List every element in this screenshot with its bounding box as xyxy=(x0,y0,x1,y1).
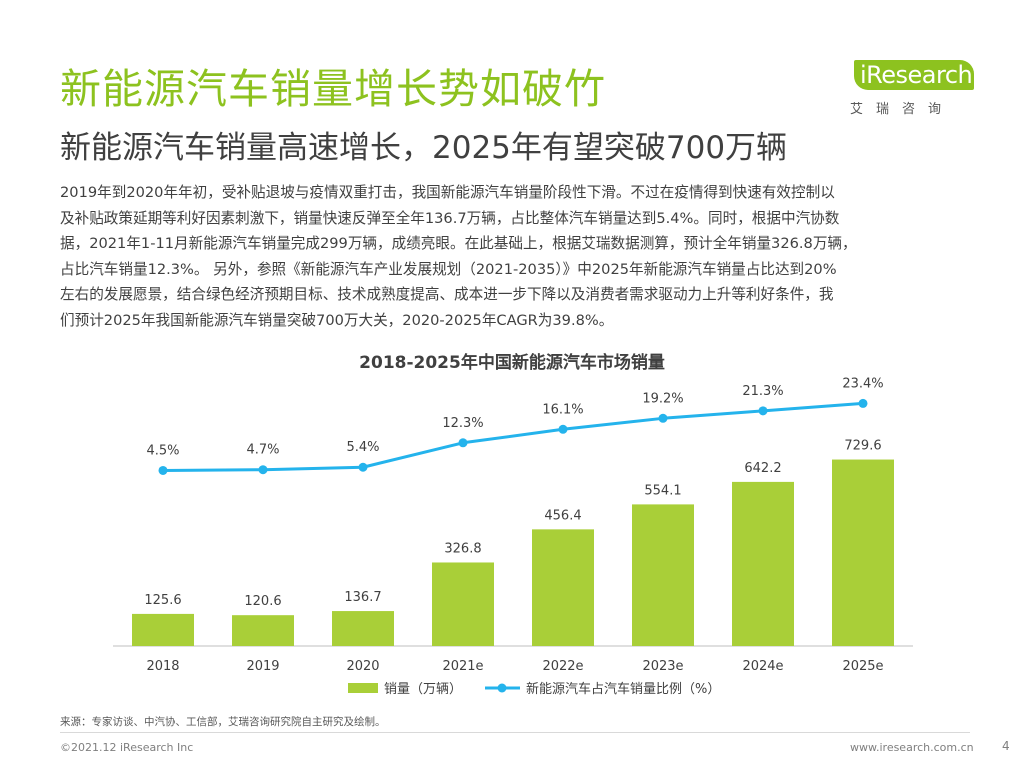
intro-line: 左右的发展愿景，结合绿色经济预期目标、技术成熟度提高、成本进一步下降以及消费者需… xyxy=(60,286,834,303)
x-tick-label: 2024e xyxy=(742,659,783,674)
intro-line: 据，2021年1-11月新能源汽车销量完成299万辆，成绩亮眼。在此基础上，根据… xyxy=(60,235,857,252)
legend-line-label: 新能源汽车占汽车销量比例（%） xyxy=(526,681,720,697)
website-url: www.iresearch.com.cn xyxy=(850,741,974,754)
ratio-value-label: 21.3% xyxy=(742,384,783,399)
intro-line: 们预计2025年我国新能源汽车销量突破700万大关，2020-2025年CAGR… xyxy=(60,311,614,329)
bar-value-label: 554.1 xyxy=(644,483,681,498)
logo-cn-name: 艾瑞咨询 xyxy=(850,102,955,117)
bar xyxy=(132,613,194,646)
source-note: 来源：专家访谈、中汽协、工信部，艾瑞咨询研究院自主研究及绘制。 xyxy=(60,716,386,728)
bar-value-label: 120.6 xyxy=(244,594,281,609)
x-tick-label: 2022e xyxy=(542,659,583,674)
x-tick-label: 2019 xyxy=(246,659,279,674)
x-tick-label: 2018 xyxy=(146,659,179,674)
intro-line: 2019年到2020年年初，受补贴退坡与疫情双重打击，我国新能源汽车销量阶段性下… xyxy=(60,184,835,201)
page-number: 4 xyxy=(1002,739,1010,753)
bar xyxy=(532,529,594,646)
ratio-value-label: 5.4% xyxy=(346,440,379,455)
ratio-value-label: 16.1% xyxy=(542,402,583,417)
bar-value-label: 326.8 xyxy=(444,541,481,556)
x-tick-label: 2020 xyxy=(346,659,379,674)
ratio-point xyxy=(858,398,868,408)
intro-line: 及补贴政策延期等利好因素刺激下，销量快速反弹至全年136.7万辆，占比整体汽车销… xyxy=(60,209,840,227)
bar-value-label: 125.6 xyxy=(144,593,181,608)
legend-bar-swatch xyxy=(348,683,378,693)
sales-chart: 125.6 2018 120.6 2019 136.7 2020 326.8 2021e 456… xyxy=(113,376,913,697)
bar xyxy=(232,615,294,646)
legend-line-marker xyxy=(497,683,507,693)
page-title: 新能源汽车销量增长势如破竹 xyxy=(60,65,606,113)
ratio-value-label: 12.3% xyxy=(442,416,483,431)
logo-wordmark: iResearch xyxy=(860,61,973,89)
ratio-line xyxy=(162,401,864,472)
chart-title: 2018-2025年中国新能源汽车市场销量 xyxy=(359,353,665,373)
ratio-point xyxy=(458,438,468,448)
ratio-value-label: 4.5% xyxy=(146,443,179,458)
ratio-value-label: 4.7% xyxy=(246,443,279,458)
footer-divider xyxy=(60,732,970,733)
logo-mark: iResearch xyxy=(848,60,978,92)
legend-bar-label: 销量（万辆） xyxy=(384,682,462,697)
ratio-point xyxy=(158,465,168,475)
ratio-value-label: 23.4% xyxy=(842,376,883,391)
bar-value-label: 456.4 xyxy=(544,508,581,523)
bar xyxy=(632,504,694,646)
bar xyxy=(332,611,394,646)
bar xyxy=(832,459,894,646)
x-tick-label: 2025e xyxy=(842,659,883,674)
bar-value-label: 136.7 xyxy=(344,590,381,605)
intro-paragraph: 2019年到2020年年初，受补贴退坡与疫情双重打击，我国新能源汽车销量阶段性下… xyxy=(60,180,976,333)
ratio-point xyxy=(558,424,568,434)
ratio-point xyxy=(258,465,268,475)
iresearch-logo: iResearch 艾瑞咨询 xyxy=(848,60,978,120)
intro-line: 占比汽车销量12.3%。 另外，参照《新能源汽车产业发展规划（2021-2035… xyxy=(60,260,837,278)
bar-value-label: 729.6 xyxy=(844,439,881,454)
bar-value-label: 642.2 xyxy=(744,461,781,476)
page-subtitle: 新能源汽车销量高速增长，2025年有望突破700万辆 xyxy=(60,130,788,166)
bar xyxy=(732,481,794,646)
ratio-point xyxy=(358,462,368,472)
ratio-point xyxy=(758,406,768,416)
copyright: ©2021.12 iResearch Inc xyxy=(60,741,194,754)
ratio-value-label: 19.2% xyxy=(642,391,683,406)
x-tick-label: 2021e xyxy=(442,659,483,674)
ratio-point xyxy=(658,413,668,423)
bar xyxy=(432,562,494,646)
x-tick-label: 2023e xyxy=(642,659,683,674)
